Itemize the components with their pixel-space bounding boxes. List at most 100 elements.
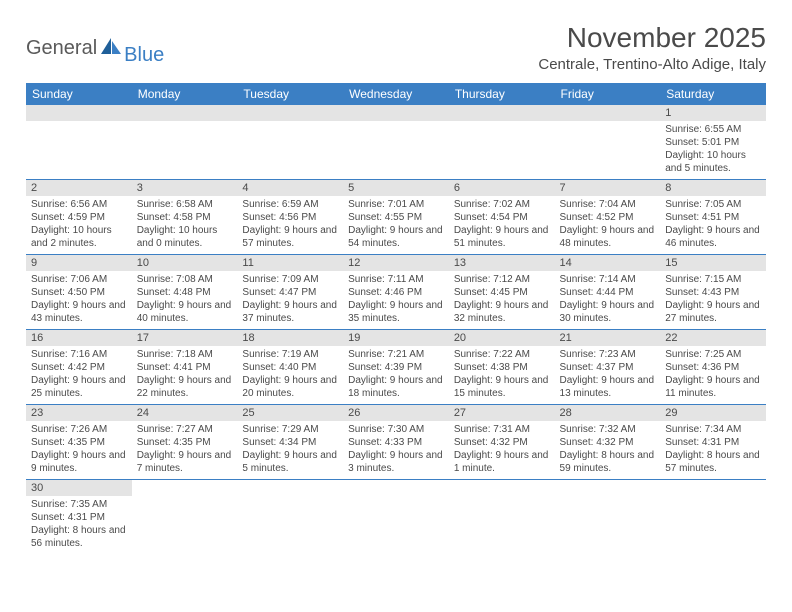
sunset-text: Sunset: 4:31 PM xyxy=(665,436,761,449)
sunrise-text: Sunrise: 7:21 AM xyxy=(348,348,444,361)
daylight-text: Daylight: 8 hours and 57 minutes. xyxy=(665,449,761,475)
day-cell: 3Sunrise: 6:58 AMSunset: 4:58 PMDaylight… xyxy=(132,180,238,255)
daylight-text: Daylight: 9 hours and 3 minutes. xyxy=(348,449,444,475)
day-cell: 23Sunrise: 7:26 AMSunset: 4:35 PMDayligh… xyxy=(26,405,132,480)
daylight-text: Daylight: 9 hours and 43 minutes. xyxy=(31,299,127,325)
sunrise-text: Sunrise: 7:08 AM xyxy=(137,273,233,286)
day-cell: 1Sunrise: 6:55 AMSunset: 5:01 PMDaylight… xyxy=(660,105,766,180)
daylight-text: Daylight: 9 hours and 18 minutes. xyxy=(348,374,444,400)
day-cell: 24Sunrise: 7:27 AMSunset: 4:35 PMDayligh… xyxy=(132,405,238,480)
day-number: 8 xyxy=(660,180,766,196)
empty-daynum-bar xyxy=(555,105,661,121)
sunrise-text: Sunrise: 7:29 AM xyxy=(242,423,338,436)
day-cell: 14Sunrise: 7:14 AMSunset: 4:44 PMDayligh… xyxy=(555,255,661,330)
sunset-text: Sunset: 4:38 PM xyxy=(454,361,550,374)
sunset-text: Sunset: 4:48 PM xyxy=(137,286,233,299)
day-header: Saturday xyxy=(660,83,766,105)
day-details: Sunrise: 7:05 AMSunset: 4:51 PMDaylight:… xyxy=(660,196,766,254)
day-details: Sunrise: 7:22 AMSunset: 4:38 PMDaylight:… xyxy=(449,346,555,404)
sunrise-text: Sunrise: 7:26 AM xyxy=(31,423,127,436)
day-details: Sunrise: 7:14 AMSunset: 4:44 PMDaylight:… xyxy=(555,271,661,329)
day-number: 27 xyxy=(449,405,555,421)
sunset-text: Sunset: 4:31 PM xyxy=(31,511,127,524)
day-number: 20 xyxy=(449,330,555,346)
sunrise-text: Sunrise: 7:34 AM xyxy=(665,423,761,436)
day-number: 4 xyxy=(237,180,343,196)
day-details: Sunrise: 7:06 AMSunset: 4:50 PMDaylight:… xyxy=(26,271,132,329)
day-number: 24 xyxy=(132,405,238,421)
day-details: Sunrise: 7:21 AMSunset: 4:39 PMDaylight:… xyxy=(343,346,449,404)
sunset-text: Sunset: 4:44 PM xyxy=(560,286,656,299)
sunrise-text: Sunrise: 7:27 AM xyxy=(137,423,233,436)
daylight-text: Daylight: 8 hours and 56 minutes. xyxy=(31,524,127,550)
sunset-text: Sunset: 4:32 PM xyxy=(454,436,550,449)
day-details: Sunrise: 7:09 AMSunset: 4:47 PMDaylight:… xyxy=(237,271,343,329)
empty-daynum-bar xyxy=(26,105,132,121)
daylight-text: Daylight: 10 hours and 2 minutes. xyxy=(31,224,127,250)
day-details: Sunrise: 6:56 AMSunset: 4:59 PMDaylight:… xyxy=(26,196,132,254)
sunset-text: Sunset: 4:58 PM xyxy=(137,211,233,224)
day-cell: 13Sunrise: 7:12 AMSunset: 4:45 PMDayligh… xyxy=(449,255,555,330)
day-details: Sunrise: 7:04 AMSunset: 4:52 PMDaylight:… xyxy=(555,196,661,254)
sunset-text: Sunset: 5:01 PM xyxy=(665,136,761,149)
sunset-text: Sunset: 4:43 PM xyxy=(665,286,761,299)
daylight-text: Daylight: 9 hours and 25 minutes. xyxy=(31,374,127,400)
day-cell: 20Sunrise: 7:22 AMSunset: 4:38 PMDayligh… xyxy=(449,330,555,405)
day-details: Sunrise: 7:35 AMSunset: 4:31 PMDaylight:… xyxy=(26,496,132,554)
sunset-text: Sunset: 4:36 PM xyxy=(665,361,761,374)
day-number: 3 xyxy=(132,180,238,196)
day-number: 1 xyxy=(660,105,766,121)
day-number: 25 xyxy=(237,405,343,421)
sunset-text: Sunset: 4:40 PM xyxy=(242,361,338,374)
day-cell: 16Sunrise: 7:16 AMSunset: 4:42 PMDayligh… xyxy=(26,330,132,405)
day-cell: 17Sunrise: 7:18 AMSunset: 4:41 PMDayligh… xyxy=(132,330,238,405)
daylight-text: Daylight: 9 hours and 11 minutes. xyxy=(665,374,761,400)
week-row: 2Sunrise: 6:56 AMSunset: 4:59 PMDaylight… xyxy=(26,180,766,255)
day-number: 19 xyxy=(343,330,449,346)
sunrise-text: Sunrise: 7:14 AM xyxy=(560,273,656,286)
daylight-text: Daylight: 9 hours and 40 minutes. xyxy=(137,299,233,325)
sunset-text: Sunset: 4:50 PM xyxy=(31,286,127,299)
day-cell: 18Sunrise: 7:19 AMSunset: 4:40 PMDayligh… xyxy=(237,330,343,405)
day-cell xyxy=(449,105,555,180)
day-cell: 7Sunrise: 7:04 AMSunset: 4:52 PMDaylight… xyxy=(555,180,661,255)
sunset-text: Sunset: 4:34 PM xyxy=(242,436,338,449)
day-cell: 25Sunrise: 7:29 AMSunset: 4:34 PMDayligh… xyxy=(237,405,343,480)
sunset-text: Sunset: 4:41 PM xyxy=(137,361,233,374)
day-details: Sunrise: 7:12 AMSunset: 4:45 PMDaylight:… xyxy=(449,271,555,329)
day-number: 5 xyxy=(343,180,449,196)
day-cell xyxy=(26,105,132,180)
daylight-text: Daylight: 8 hours and 59 minutes. xyxy=(560,449,656,475)
day-details: Sunrise: 7:23 AMSunset: 4:37 PMDaylight:… xyxy=(555,346,661,404)
location: Centrale, Trentino-Alto Adige, Italy xyxy=(538,56,766,73)
day-details: Sunrise: 7:34 AMSunset: 4:31 PMDaylight:… xyxy=(660,421,766,479)
sunrise-text: Sunrise: 7:31 AM xyxy=(454,423,550,436)
sunset-text: Sunset: 4:59 PM xyxy=(31,211,127,224)
day-header: Tuesday xyxy=(237,83,343,105)
day-cell: 8Sunrise: 7:05 AMSunset: 4:51 PMDaylight… xyxy=(660,180,766,255)
day-details: Sunrise: 7:29 AMSunset: 4:34 PMDaylight:… xyxy=(237,421,343,479)
daylight-text: Daylight: 9 hours and 30 minutes. xyxy=(560,299,656,325)
sunset-text: Sunset: 4:51 PM xyxy=(665,211,761,224)
sunrise-text: Sunrise: 7:01 AM xyxy=(348,198,444,211)
daylight-text: Daylight: 9 hours and 51 minutes. xyxy=(454,224,550,250)
day-header: Sunday xyxy=(26,83,132,105)
week-row: 30Sunrise: 7:35 AMSunset: 4:31 PMDayligh… xyxy=(26,480,766,555)
empty-daynum-bar xyxy=(449,105,555,121)
sunset-text: Sunset: 4:33 PM xyxy=(348,436,444,449)
day-number: 30 xyxy=(26,480,132,496)
sunrise-text: Sunrise: 7:04 AM xyxy=(560,198,656,211)
day-details: Sunrise: 6:59 AMSunset: 4:56 PMDaylight:… xyxy=(237,196,343,254)
header: General Blue November 2025 Centrale, Tre… xyxy=(26,22,766,73)
day-cell: 27Sunrise: 7:31 AMSunset: 4:32 PMDayligh… xyxy=(449,405,555,480)
sunrise-text: Sunrise: 7:30 AM xyxy=(348,423,444,436)
day-cell: 28Sunrise: 7:32 AMSunset: 4:32 PMDayligh… xyxy=(555,405,661,480)
week-row: 1Sunrise: 6:55 AMSunset: 5:01 PMDaylight… xyxy=(26,105,766,180)
day-cell xyxy=(449,480,555,555)
sunset-text: Sunset: 4:54 PM xyxy=(454,211,550,224)
day-cell: 15Sunrise: 7:15 AMSunset: 4:43 PMDayligh… xyxy=(660,255,766,330)
daylight-text: Daylight: 9 hours and 7 minutes. xyxy=(137,449,233,475)
sunset-text: Sunset: 4:32 PM xyxy=(560,436,656,449)
daylight-text: Daylight: 9 hours and 48 minutes. xyxy=(560,224,656,250)
day-cell: 19Sunrise: 7:21 AMSunset: 4:39 PMDayligh… xyxy=(343,330,449,405)
